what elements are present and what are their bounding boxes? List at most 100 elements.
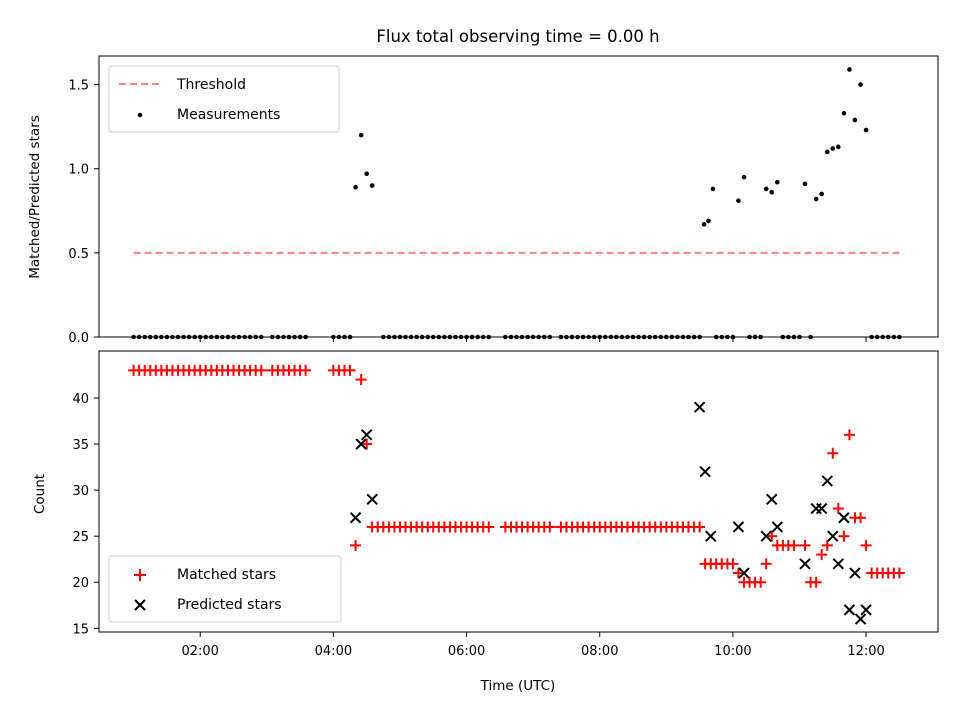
top-y-tick-label: 1.5: [68, 79, 89, 94]
top-plot-marks: [131, 67, 902, 340]
predicted-star-point: [854, 613, 867, 625]
measurement-point: [775, 179, 780, 185]
bottom-x-tick-label: 10:00: [714, 644, 751, 659]
bottom-legend-box: [108, 555, 342, 623]
top-y-tick-label: 0.0: [68, 331, 89, 346]
matched-star-point: [821, 539, 833, 551]
matched-star-point: [893, 567, 905, 579]
top-y-axis-label: Matched/Predicted stars: [27, 115, 43, 278]
measurement-point: [353, 184, 358, 190]
bottom-legend: Matched stars Predicted stars: [108, 555, 342, 623]
bottom-x-tick-label: 02:00: [181, 644, 218, 659]
matched-star-point: [355, 374, 367, 386]
matched-star-point: [766, 530, 778, 542]
top-plot-frame: [98, 55, 939, 338]
measurement-point: [358, 132, 364, 138]
matched-star-point: [788, 539, 800, 551]
top-y-tick-label: 0.5: [68, 247, 89, 262]
top-legend: Threshold Measurements: [108, 65, 340, 133]
bottom-x-tick-label: 08:00: [581, 644, 618, 659]
matched-star-point: [760, 558, 772, 570]
top-legend-box: [108, 65, 340, 133]
predicted-star-point: [738, 567, 750, 579]
predicted-star-point: [766, 493, 778, 506]
matched-star-point: [694, 521, 706, 533]
matched-star-point: [344, 364, 356, 376]
measurement-point: [863, 127, 869, 133]
top-y-axis: 0.0 0.5 1.0 1.5: [68, 79, 99, 346]
bottom-y-axis: 15 20 25 30 35 40: [72, 392, 99, 637]
measurement-point: [364, 171, 369, 177]
matched-star-point: [300, 364, 312, 376]
matched-star-point: [483, 521, 495, 533]
measurement-point: [824, 149, 830, 155]
legend-matched-label: Matched stars: [177, 567, 276, 583]
predicted-star-point: [699, 465, 711, 478]
measurement-point: [763, 186, 769, 192]
legend-predicted-label: Predicted stars: [177, 597, 282, 613]
legend-predicted-swatch: [134, 599, 146, 611]
matched-star-point: [832, 503, 844, 515]
predicted-star-point: [760, 530, 772, 542]
top-y-tick-label: 1.0: [68, 163, 89, 178]
predicted-star-point: [860, 604, 872, 616]
bottom-x-axis: 02:00 04:00 06:00 08:00 10:00 12:00: [181, 632, 885, 659]
matched-star-point: [810, 576, 822, 588]
bottom-y-tick-label: 35: [72, 438, 89, 453]
legend-matched-swatch: [134, 569, 146, 581]
measurement-point: [369, 183, 375, 188]
measurement-point: [710, 186, 716, 192]
measurement-point: [841, 110, 847, 116]
measurement-point: [858, 82, 863, 87]
matched-star-point: [361, 438, 373, 450]
matched-star-point: [860, 539, 872, 551]
bottom-y-tick-label: 25: [72, 530, 89, 545]
predicted-star-point: [360, 429, 373, 441]
measurement-point: [830, 146, 836, 151]
predicted-star-point: [771, 521, 784, 533]
count-panel: Count Time (UTC) 15 20 25 30 35 40 02:00 04:00…: [32, 350, 939, 694]
matched-star-point: [843, 429, 855, 441]
measurement-point: [706, 218, 711, 224]
measurement-point: [741, 174, 747, 180]
measurement-point: [836, 144, 841, 150]
matched-star-point: [350, 539, 362, 551]
legend-threshold-label: Threshold: [176, 77, 246, 93]
bottom-y-axis-label: Count: [32, 474, 48, 514]
bottom-y-tick-label: 15: [72, 622, 89, 637]
bottom-x-tick-label: 12:00: [847, 644, 884, 659]
matched-star-point: [727, 558, 739, 570]
matched-star-point: [732, 567, 744, 579]
matched-star-point: [544, 521, 556, 533]
measurement-point: [852, 117, 858, 123]
bottom-x-tick-label: 04:00: [315, 644, 352, 659]
predicted-star-point: [693, 401, 706, 413]
x-axis-label: Time (UTC): [480, 678, 556, 694]
predicted-star-point: [366, 493, 378, 506]
predicted-star-point: [705, 530, 717, 542]
bottom-x-tick-label: 06:00: [448, 644, 485, 659]
matched-star-point: [838, 530, 850, 542]
predicted-star-point: [849, 567, 861, 579]
predicted-star-point: [843, 604, 856, 616]
predicted-star-point: [838, 512, 850, 524]
matched-star-point: [827, 447, 839, 459]
predicted-star-point: [349, 512, 362, 524]
matched-star-point: [255, 364, 267, 376]
chart-title: Flux total observing time = 0.00 h: [376, 27, 659, 46]
predicted-star-point: [827, 530, 839, 542]
measurement-point: [701, 221, 707, 227]
predicted-star-point: [821, 475, 833, 487]
measurement-point: [802, 181, 808, 187]
measurement-point: [769, 189, 775, 195]
predicted-star-point: [815, 502, 828, 515]
predicted-star-point: [832, 558, 845, 570]
measurement-point: [813, 196, 819, 202]
bottom-plot-frame: [98, 350, 939, 633]
predicted-star-point: [355, 438, 367, 450]
bottom-y-tick-label: 20: [72, 576, 89, 591]
bottom-plot-marks: [128, 364, 905, 625]
measurement-point: [736, 198, 741, 204]
matched-star-point: [799, 539, 811, 551]
